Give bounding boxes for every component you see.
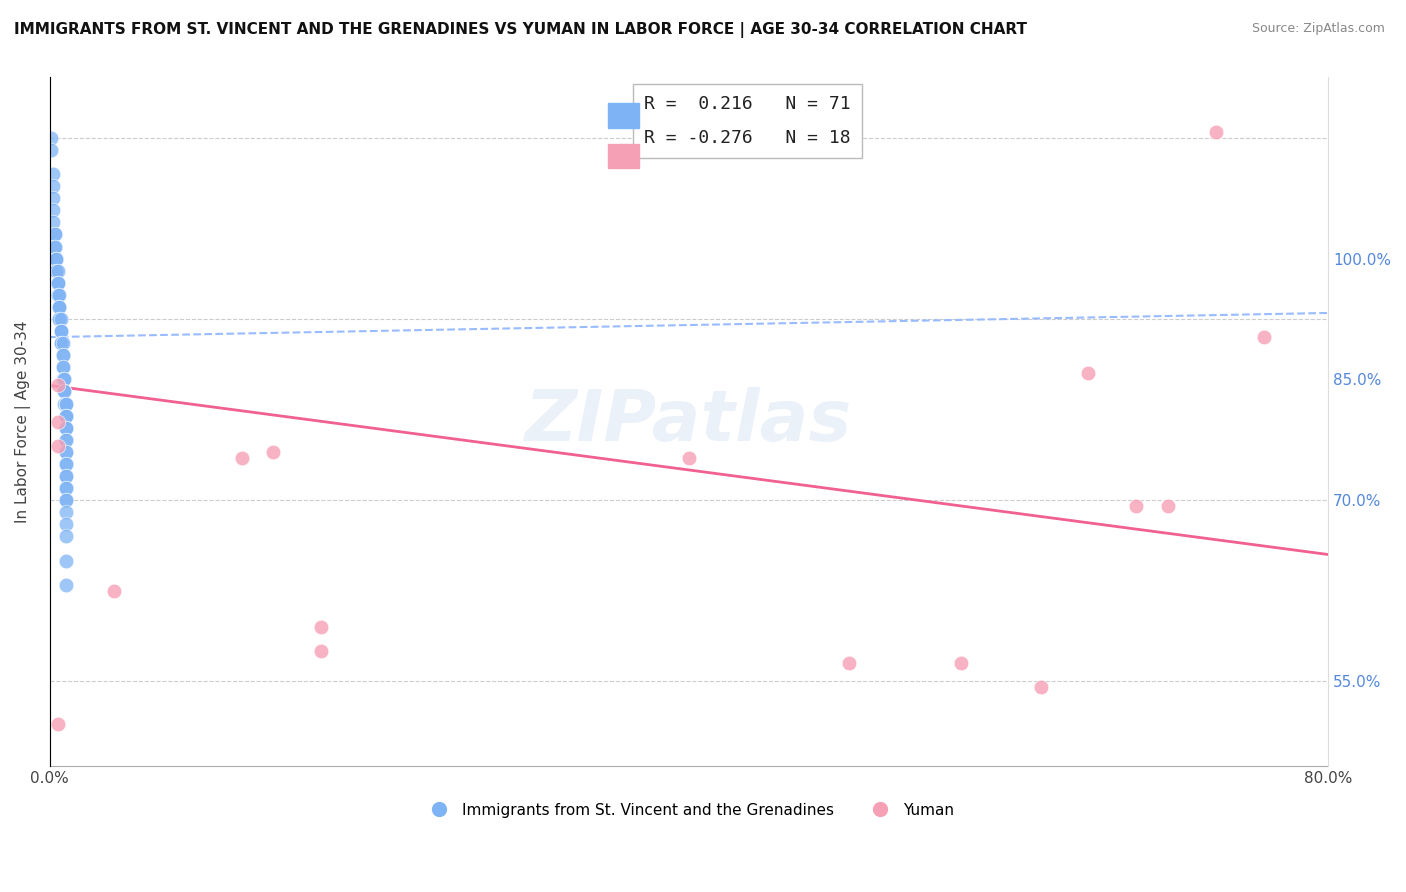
Point [1157, 499, 1180, 513]
Point [1205, 125, 1227, 139]
Point [1125, 499, 1147, 513]
Point [55, 396, 77, 410]
FancyBboxPatch shape [609, 144, 640, 169]
Point [55, 505, 77, 519]
Point [48, 300, 70, 314]
Point [48, 300, 70, 314]
Point [51, 336, 73, 351]
Point [48, 312, 70, 326]
Point [49, 324, 72, 338]
Point [48, 288, 70, 302]
Point [103, 583, 125, 598]
Text: Source: ZipAtlas.com: Source: ZipAtlas.com [1251, 22, 1385, 36]
Y-axis label: In Labor Force | Age 30-34: In Labor Force | Age 30-34 [15, 320, 31, 523]
Point [45, 263, 67, 277]
Point [53, 372, 76, 386]
Point [838, 657, 860, 671]
Point [48, 300, 70, 314]
Point [45, 252, 67, 266]
Point [42, 191, 65, 205]
Point [42, 203, 65, 218]
Point [55, 433, 77, 447]
Point [311, 644, 333, 658]
Point [55, 420, 77, 434]
Point [55, 409, 77, 423]
Point [49, 312, 72, 326]
Point [45, 252, 67, 266]
Point [55, 445, 77, 459]
Point [46, 378, 69, 392]
Point [46, 276, 69, 290]
Point [53, 396, 76, 410]
Point [44, 239, 66, 253]
Point [55, 457, 77, 471]
Point [55, 396, 77, 410]
Point [44, 227, 66, 242]
Point [1077, 367, 1099, 381]
Point [231, 450, 253, 465]
Point [53, 384, 76, 399]
Point [41, 143, 63, 157]
Point [51, 348, 73, 362]
Point [311, 620, 333, 634]
Point [55, 493, 77, 508]
Point [46, 439, 69, 453]
Point [55, 529, 77, 543]
Point [51, 360, 73, 375]
Point [42, 179, 65, 194]
Point [49, 336, 72, 351]
Point [55, 469, 77, 483]
Point [48, 312, 70, 326]
Point [55, 577, 77, 591]
Point [44, 227, 66, 242]
Point [51, 360, 73, 375]
Point [53, 384, 76, 399]
Point [55, 409, 77, 423]
Point [263, 445, 285, 459]
Point [55, 420, 77, 434]
Point [45, 252, 67, 266]
Point [46, 276, 69, 290]
Legend: Immigrants from St. Vincent and the Grenadines, Yuman: Immigrants from St. Vincent and the Gren… [418, 797, 960, 823]
Point [55, 420, 77, 434]
Point [49, 324, 72, 338]
Point [53, 384, 76, 399]
Point [46, 288, 69, 302]
Point [42, 215, 65, 229]
Point [42, 167, 65, 181]
Point [55, 445, 77, 459]
Point [46, 716, 69, 731]
Point [55, 469, 77, 483]
Text: IMMIGRANTS FROM ST. VINCENT AND THE GRENADINES VS YUMAN IN LABOR FORCE | AGE 30-: IMMIGRANTS FROM ST. VINCENT AND THE GREN… [14, 22, 1026, 38]
Point [46, 415, 69, 429]
Point [55, 481, 77, 495]
Point [46, 263, 69, 277]
Point [41, 131, 63, 145]
Point [49, 324, 72, 338]
Point [46, 276, 69, 290]
Point [49, 336, 72, 351]
Point [53, 372, 76, 386]
Point [45, 263, 67, 277]
Point [51, 372, 73, 386]
Point [44, 239, 66, 253]
Point [51, 348, 73, 362]
Point [55, 409, 77, 423]
Point [55, 481, 77, 495]
Point [949, 657, 972, 671]
Text: ZIPatlas: ZIPatlas [526, 387, 852, 456]
Point [46, 288, 69, 302]
Point [55, 433, 77, 447]
Point [55, 517, 77, 532]
Point [1029, 681, 1052, 695]
Point [1253, 330, 1275, 344]
Text: R =  0.216   N = 71
R = -0.276   N = 18: R = 0.216 N = 71 R = -0.276 N = 18 [644, 95, 851, 147]
Point [678, 450, 700, 465]
Point [55, 493, 77, 508]
Point [55, 457, 77, 471]
FancyBboxPatch shape [609, 103, 640, 128]
Point [55, 553, 77, 567]
